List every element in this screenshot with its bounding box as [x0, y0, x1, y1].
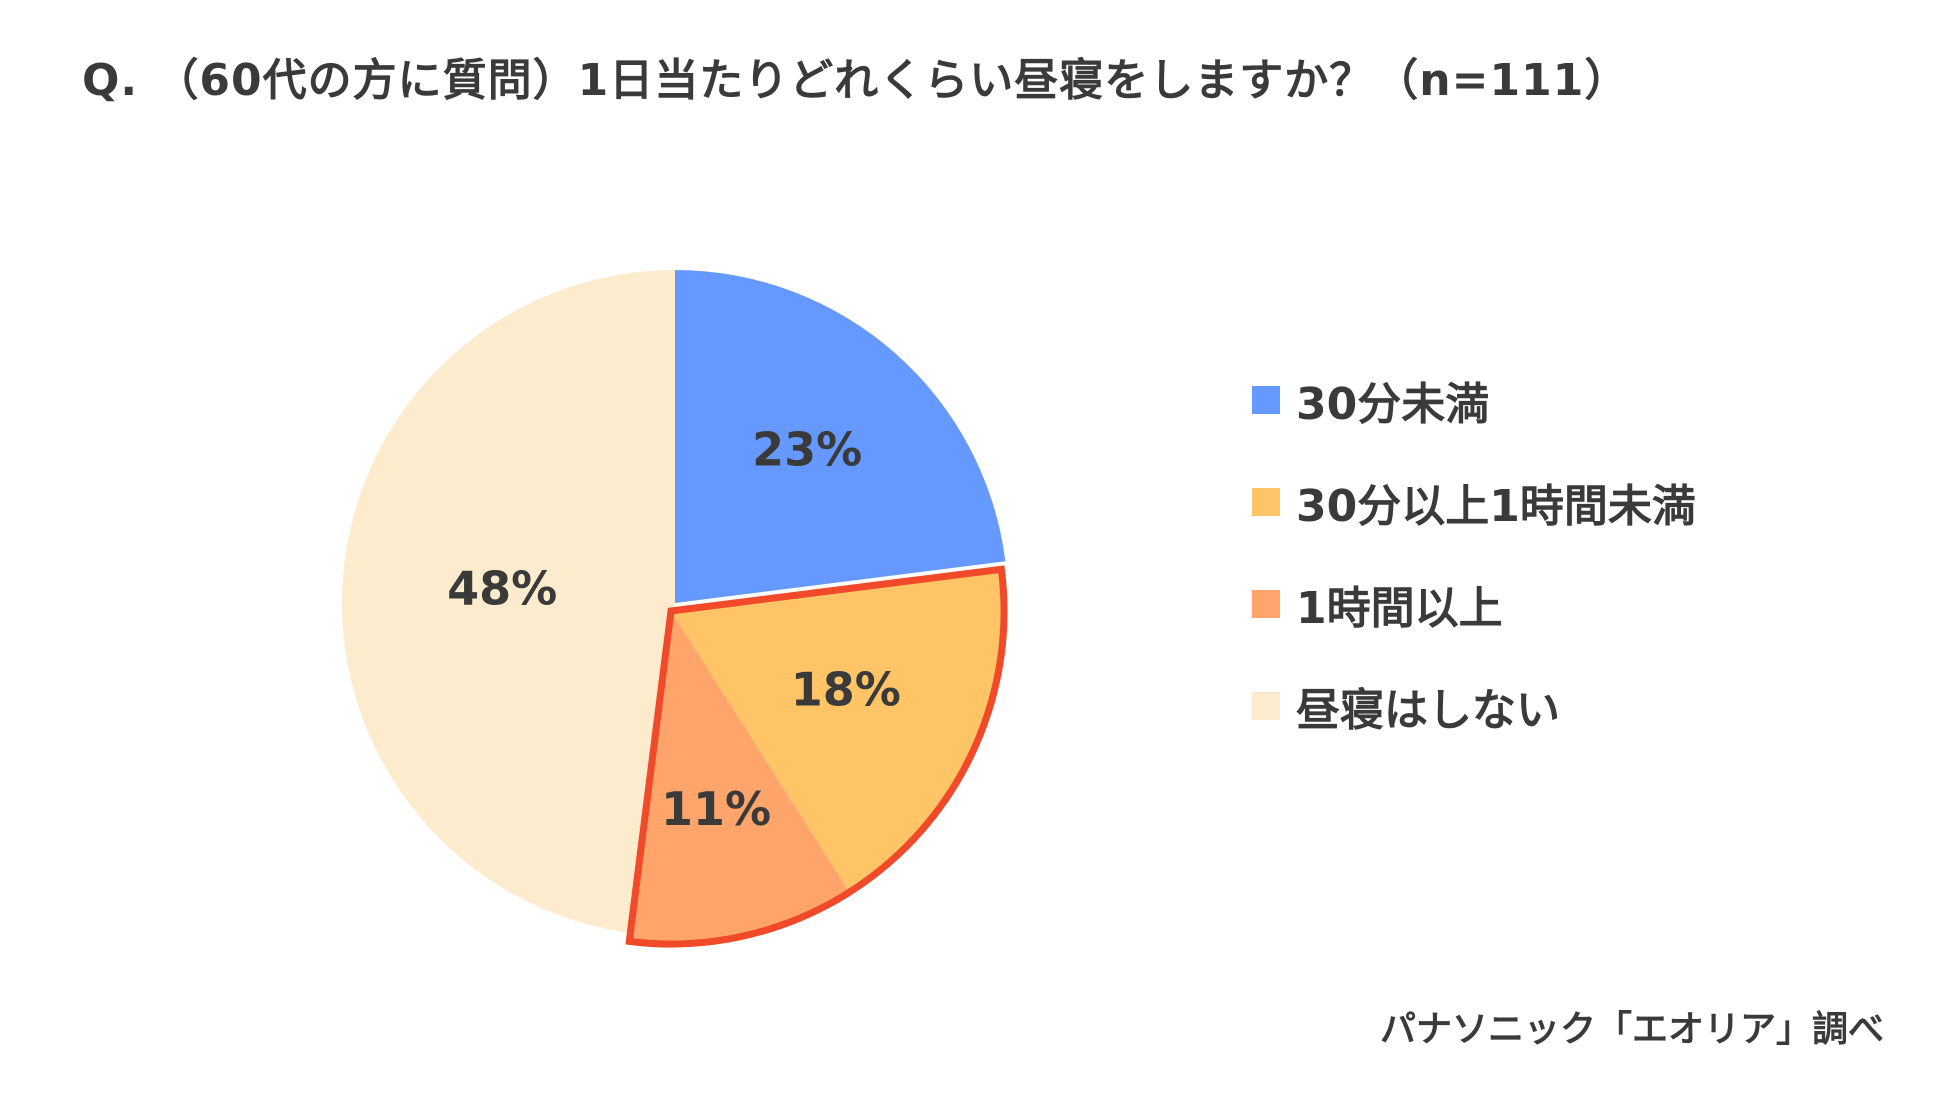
value-label-none: 48% — [447, 562, 557, 616]
value-label-lt30: 23% — [752, 423, 862, 477]
legend-item-none: 昼寝はしない — [1252, 678, 1696, 736]
slice-none — [341, 270, 675, 934]
source-note: パナソニック「エオリア」調べ — [1379, 1009, 1884, 1050]
legend-swatch-gt60 — [1252, 590, 1280, 618]
legend-swatch-30to60 — [1252, 488, 1280, 516]
legend-label-30to60: 30分以上1時間未満 — [1296, 481, 1696, 532]
highlight-outline — [625, 565, 1008, 948]
legend: 30分未満 30分以上1時間未満 1時間以上 昼寝はしない — [1252, 372, 1696, 780]
slice-gt60 — [629, 611, 850, 944]
legend-swatch-lt30 — [1252, 386, 1280, 414]
legend-label-none: 昼寝はしない — [1296, 685, 1560, 736]
legend-item-gt60: 1時間以上 — [1252, 576, 1696, 634]
slice-30to60 — [671, 569, 1004, 893]
value-label-gt60: 11% — [661, 782, 771, 836]
legend-label-lt30: 30分未満 — [1296, 379, 1490, 430]
value-label-30to60: 18% — [791, 663, 901, 717]
slice-lt30 — [675, 270, 1006, 603]
legend-label-gt60: 1時間以上 — [1296, 583, 1503, 634]
legend-swatch-none — [1252, 692, 1280, 720]
legend-item-30to60: 30分以上1時間未満 — [1252, 474, 1696, 532]
chart-title: Q. （60代の方に質問）1日当たりどれくらい昼寝をしますか？（n=111） — [82, 55, 1630, 106]
legend-item-lt30: 30分未満 — [1252, 372, 1696, 430]
